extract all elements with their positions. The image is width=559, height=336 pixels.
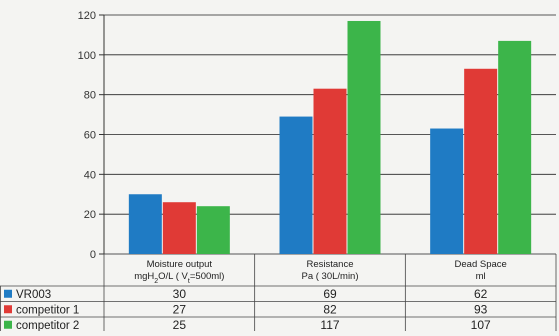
- x-category-sublabel: Pa ( 30L/min): [301, 271, 358, 282]
- x-category-sublabel: mgH2O/L ( Vt=500ml): [134, 271, 224, 285]
- y-tick-label: 120: [78, 10, 96, 22]
- legend-swatch: [4, 305, 12, 314]
- table-cell-value: 62: [474, 287, 488, 301]
- table-cell-value: 82: [323, 302, 337, 316]
- legend-label: competitor 2: [16, 320, 79, 331]
- x-category-label: Resistance: [307, 259, 354, 270]
- bar: [464, 68, 498, 255]
- bar: [430, 128, 464, 254]
- y-tick-label: 60: [84, 130, 96, 142]
- x-category-label: Dead Space: [455, 259, 507, 270]
- bar: [498, 40, 532, 255]
- bar: [279, 116, 313, 254]
- bar: [347, 20, 381, 254]
- y-tick-label: 100: [78, 50, 96, 62]
- legend-label: VR003: [16, 289, 51, 301]
- y-tick-label: 40: [84, 169, 96, 181]
- table-cell-value: 30: [173, 287, 187, 301]
- y-axis-ticks: 0 20 40 60 80 100 120: [78, 10, 96, 261]
- y-tick-label: 80: [84, 90, 96, 102]
- table-cell-value: 93: [474, 302, 488, 316]
- x-category-label: Moisture output: [147, 259, 213, 270]
- table-cell-value: 27: [173, 302, 187, 316]
- table-cell-value: 107: [471, 318, 491, 331]
- y-tick-label: 20: [84, 209, 96, 221]
- bar: [313, 88, 347, 254]
- table-cell-value: 69: [323, 287, 337, 301]
- bar: [196, 206, 230, 254]
- table-cell-value: 117: [320, 318, 339, 331]
- bar: [162, 202, 196, 254]
- legend-swatch: [4, 289, 12, 298]
- table-cell-value: 25: [173, 318, 187, 331]
- legend-label: competitor 1: [16, 304, 79, 316]
- bar: [128, 194, 162, 254]
- legend-swatch: [4, 320, 12, 329]
- bars: [128, 20, 532, 255]
- y-tick-label: 0: [90, 249, 96, 261]
- x-category-sublabel: ml: [476, 271, 486, 282]
